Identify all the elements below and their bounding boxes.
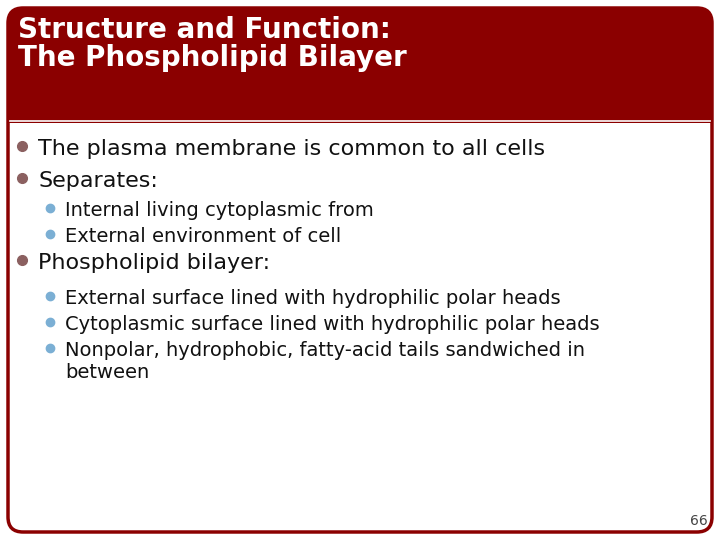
FancyBboxPatch shape	[8, 8, 712, 532]
FancyBboxPatch shape	[8, 8, 712, 123]
Text: Separates:: Separates:	[38, 171, 158, 191]
Text: External surface lined with hydrophilic polar heads: External surface lined with hydrophilic …	[65, 289, 561, 308]
Bar	[697, 108, 712, 123]
Text: Phospholipid bilayer:: Phospholipid bilayer:	[38, 253, 270, 273]
Text: The Phospholipid Bilayer: The Phospholipid Bilayer	[18, 44, 407, 72]
Text: External environment of cell: External environment of cell	[65, 227, 341, 246]
Text: Structure and Function:: Structure and Function:	[18, 16, 391, 44]
Text: The plasma membrane is common to all cells: The plasma membrane is common to all cel…	[38, 139, 545, 159]
Text: 66: 66	[690, 514, 708, 528]
Text: Internal living cytoplasmic from: Internal living cytoplasmic from	[65, 201, 374, 220]
Bar	[8, 108, 23, 123]
Text: Nonpolar, hydrophobic, fatty-acid tails sandwiched in
between: Nonpolar, hydrophobic, fatty-acid tails …	[65, 341, 585, 382]
Text: Cytoplasmic surface lined with hydrophilic polar heads: Cytoplasmic surface lined with hydrophil…	[65, 315, 600, 334]
